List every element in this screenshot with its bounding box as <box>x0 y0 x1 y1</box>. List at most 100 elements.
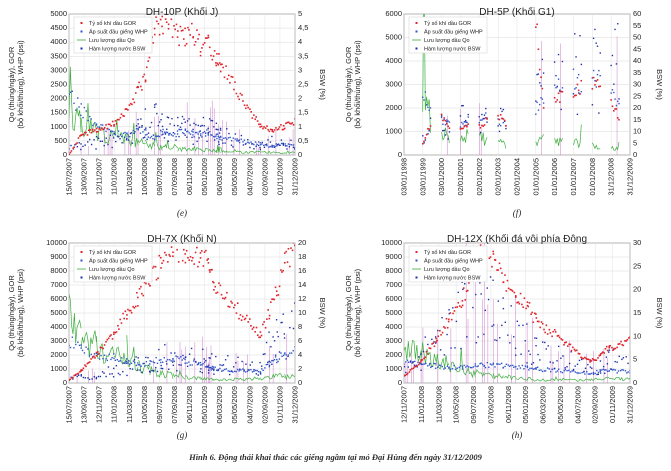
gor-point <box>599 354 602 357</box>
whp-point <box>221 370 223 372</box>
gor-point <box>464 124 467 127</box>
bsw-point <box>255 145 257 148</box>
x-tick-label: 02/09/2009 <box>260 386 269 424</box>
x-tick-label: 01/11/2009 <box>608 386 617 423</box>
bsw-point <box>475 293 477 296</box>
bsw-point <box>141 371 143 373</box>
whp-point <box>422 363 424 366</box>
whp-point <box>144 365 146 367</box>
bsw-point <box>422 135 424 137</box>
whp-point <box>179 128 181 131</box>
whp-point <box>507 364 509 366</box>
whp-point <box>474 365 476 367</box>
gor-point <box>273 129 276 131</box>
bsw-point <box>184 121 187 123</box>
whp-point <box>256 143 258 146</box>
gor-point <box>404 374 407 377</box>
gor-point <box>560 90 562 93</box>
bsw-point <box>282 313 284 315</box>
whp-point <box>614 98 616 100</box>
gor-point <box>123 317 126 320</box>
whp-point <box>555 87 557 89</box>
y2-tick-label: 10 <box>633 127 641 136</box>
whp-point <box>211 367 213 370</box>
bsw-point <box>592 373 595 375</box>
whp-point <box>238 370 240 372</box>
gor-point <box>152 42 155 44</box>
whp-point <box>184 129 187 131</box>
y2-tick-label: 4 <box>298 37 302 46</box>
whp-point <box>574 371 576 373</box>
whp-point <box>447 120 449 122</box>
whp-point <box>485 112 487 114</box>
bsw-point <box>259 373 262 375</box>
bsw-point <box>597 373 599 376</box>
gor-point <box>268 317 271 320</box>
whp-point <box>577 372 580 374</box>
y2-axis-label: BSW (%) <box>655 69 664 100</box>
gor-point <box>222 66 224 69</box>
whp-point <box>250 141 252 143</box>
bsw-point <box>195 123 197 126</box>
bsw-point <box>207 131 210 134</box>
bsw-point <box>292 327 295 330</box>
y2-tick-label: 0 <box>633 150 637 159</box>
whp-point <box>137 127 139 130</box>
gor-point <box>179 25 182 28</box>
gor-point <box>70 150 73 152</box>
chart-title: DH-5P (Khối G1) <box>479 6 554 18</box>
bsw-point <box>514 347 517 350</box>
x-tick-label: 11/01/2008 <box>110 158 119 195</box>
gor-point <box>161 15 164 18</box>
gor-point <box>173 25 175 27</box>
whp-point <box>92 124 94 127</box>
whp-point <box>137 362 139 364</box>
whp-point <box>158 359 161 361</box>
gor-point <box>628 337 630 339</box>
gor-point <box>276 128 279 131</box>
bsw-point <box>602 365 605 368</box>
gor-point <box>565 341 568 344</box>
bsw-point <box>80 148 82 151</box>
bsw-point <box>510 305 512 307</box>
legend-label: Tỷ số khí dầu GOR <box>89 20 136 27</box>
gor-point <box>176 36 179 38</box>
gor-point <box>187 26 189 29</box>
bsw-point <box>123 136 126 138</box>
whp-point <box>538 369 540 372</box>
bsw-point <box>580 63 583 66</box>
whp-point <box>459 126 462 128</box>
gor-point <box>437 335 440 338</box>
y-tick-label: 6000 <box>385 294 402 303</box>
bsw-point <box>276 144 279 146</box>
whp-point <box>420 362 422 365</box>
bsw-point <box>93 376 95 378</box>
bsw-point <box>97 375 100 378</box>
bsw-point <box>578 92 580 94</box>
gor-point <box>185 43 188 45</box>
whp-point <box>280 142 283 145</box>
bsw-point <box>501 324 503 327</box>
gor-point <box>496 269 498 271</box>
gor-point <box>219 284 222 287</box>
bsw-point <box>191 136 193 139</box>
gor-point <box>271 298 273 301</box>
gor-point <box>594 359 596 361</box>
gor-point <box>226 78 229 80</box>
bsw-point <box>429 117 432 119</box>
bsw-point <box>459 115 462 117</box>
gor-point <box>260 125 263 128</box>
gor-point <box>139 85 142 88</box>
bsw-point <box>566 366 568 368</box>
whp-point <box>75 343 77 346</box>
bsw-point <box>596 45 599 47</box>
legend-swatch <box>80 251 83 253</box>
whp-point <box>271 146 273 148</box>
gor-point <box>172 251 174 254</box>
gor-point <box>131 103 133 106</box>
gor-point <box>234 81 236 83</box>
bsw-point <box>80 375 82 377</box>
gor-point <box>448 127 451 129</box>
y-tick-label: 6000 <box>50 294 67 303</box>
bsw-point <box>535 345 537 347</box>
